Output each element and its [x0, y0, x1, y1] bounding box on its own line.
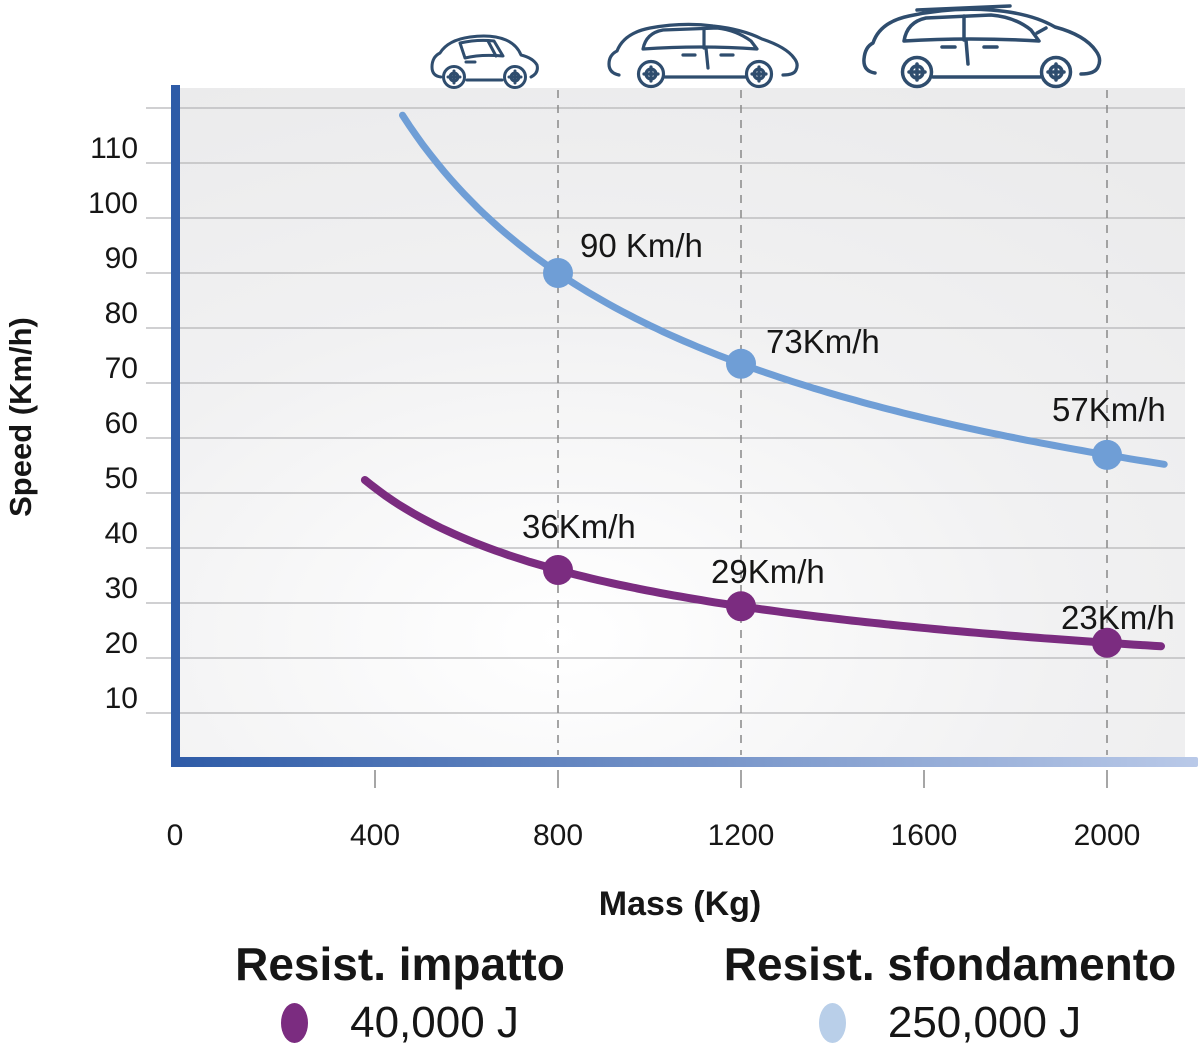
- svg-text:60: 60: [105, 407, 138, 440]
- svg-text:30: 30: [105, 572, 138, 605]
- svg-text:400: 400: [350, 819, 400, 852]
- legend-impatto: Resist. impatto 40,000 J: [180, 940, 620, 1048]
- impatto-marker-dot: [281, 1003, 309, 1043]
- suv-car-icon: [860, 2, 1108, 97]
- svg-text:110: 110: [90, 132, 138, 165]
- svg-text:1600: 1600: [891, 819, 958, 852]
- chart-plot-area: 10 20 30 40 50 60 70 80 90 100 110 0 400 800 1200 1600 2…: [88, 85, 1198, 852]
- svg-text:0: 0: [167, 819, 184, 852]
- legend-sfondamento: Resist. sfondamento 250,000 J: [700, 940, 1200, 1048]
- svg-text:23Km/h: 23Km/h: [1061, 599, 1175, 636]
- svg-text:90: 90: [105, 242, 138, 275]
- svg-text:100: 100: [88, 187, 138, 220]
- svg-text:36Km/h: 36Km/h: [522, 508, 636, 545]
- svg-text:20: 20: [105, 627, 138, 660]
- svg-text:10: 10: [105, 682, 138, 715]
- city-car-icon: [428, 31, 546, 94]
- legend-impatto-title: Resist. impatto: [235, 938, 565, 990]
- svg-text:40: 40: [105, 517, 138, 550]
- legend-sfondamento-title: Resist. sfondamento: [723, 938, 1177, 990]
- svg-text:70: 70: [105, 352, 138, 385]
- x-axis-title: Mass (Kg): [598, 885, 762, 923]
- impatto-energy-value: 40,000 J: [350, 998, 519, 1047]
- svg-text:50: 50: [105, 462, 138, 495]
- svg-text:73Km/h: 73Km/h: [766, 323, 880, 360]
- svg-text:29Km/h: 29Km/h: [711, 553, 825, 590]
- y-axis-title: Speed (Km/h): [3, 317, 38, 517]
- svg-text:80: 80: [105, 297, 138, 330]
- sfondamento-marker-dot: [818, 1003, 846, 1043]
- svg-text:57Km/h: 57Km/h: [1052, 391, 1166, 428]
- svg-text:90 Km/h: 90 Km/h: [580, 227, 703, 264]
- svg-text:800: 800: [533, 819, 583, 852]
- sfondamento-energy-value: 250,000 J: [887, 998, 1082, 1047]
- svg-text:1200: 1200: [708, 819, 775, 852]
- hatchback-car-icon: [606, 18, 802, 95]
- svg-text:2000: 2000: [1074, 819, 1141, 852]
